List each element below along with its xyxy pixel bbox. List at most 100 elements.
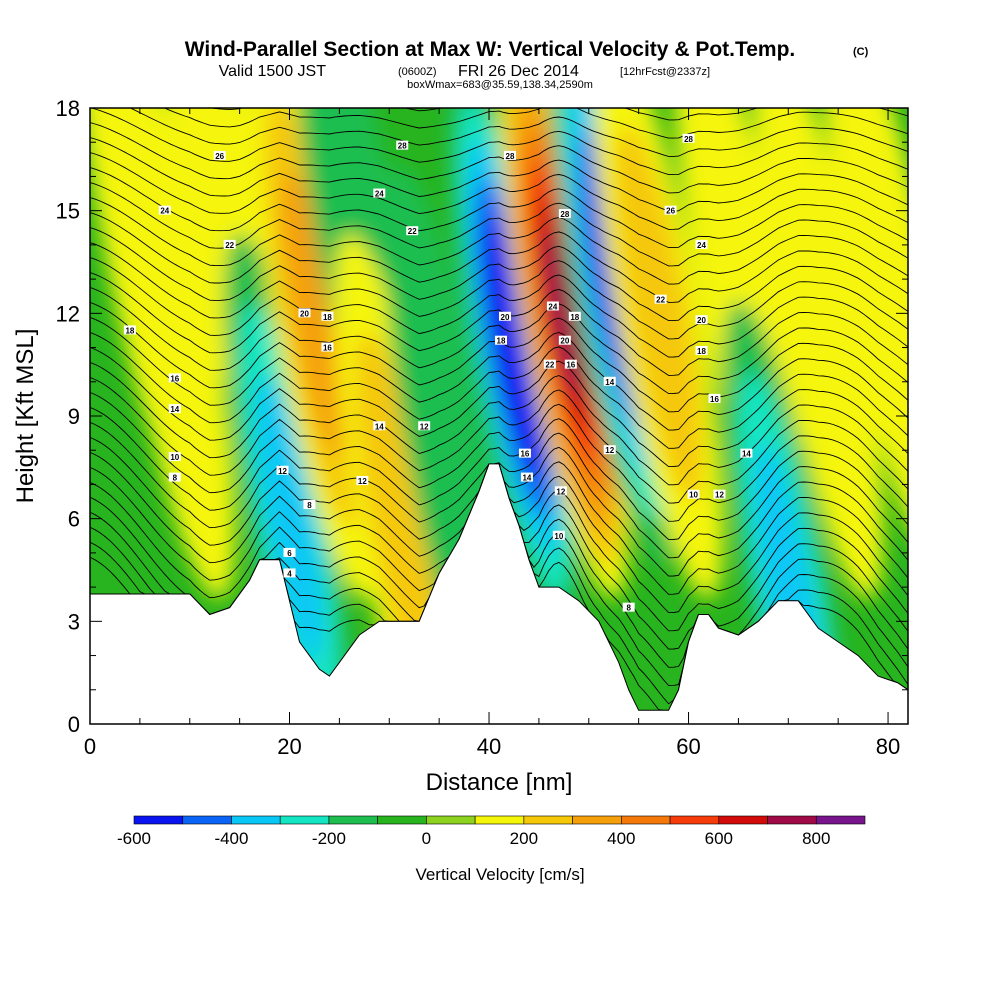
theta-contour (90, 122, 908, 194)
contour-label-bg (158, 205, 171, 215)
contour-label-bg (213, 150, 226, 160)
theta-contour (90, 137, 908, 212)
w-cell (822, 108, 908, 565)
w-cell (753, 108, 884, 600)
contour-label-bg (298, 308, 311, 318)
contour-label: 16 (710, 395, 719, 404)
contour-label: 4 (287, 569, 292, 578)
contour-label: 12 (605, 446, 614, 455)
contour-label: 12 (278, 467, 287, 476)
contour-label-bg (664, 205, 677, 215)
plot-area: 26 24 22 18 16 14 10 8 20 18 16 12 8 6 4 28 24 22 14 12 12 28… (90, 108, 908, 724)
contour-label-bg (168, 373, 181, 383)
contour-label: 8 (307, 501, 312, 510)
contour-label: 18 (570, 313, 579, 322)
theta-contour (90, 257, 908, 358)
y-tick-label: 6 (68, 507, 80, 532)
colorbar-swatch (279, 815, 330, 825)
contour-label-bg (283, 568, 296, 578)
contour-label: 28 (684, 135, 693, 144)
contour-label-bg (321, 311, 334, 321)
contour-label: 24 (548, 302, 557, 311)
contour-label: 24 (697, 241, 706, 250)
x-tick-label: 20 (277, 734, 301, 759)
colorbar-swatch (474, 815, 525, 825)
valid-date: FRI 26 Dec 2014 (458, 63, 579, 80)
w-cell (90, 108, 206, 497)
y-axis-label: Height [Kft MSL] (12, 329, 39, 504)
theta-contour (90, 152, 908, 230)
contour-label: 18 (323, 313, 332, 322)
contour-label-bg (223, 239, 236, 249)
contour-label: 22 (225, 241, 234, 250)
y-tick-label: 9 (68, 404, 80, 429)
colorbar-swatch (231, 815, 281, 825)
contour-label: 8 (626, 604, 631, 613)
box-info: boxWmax=683@35.59,138.34,2590m (407, 79, 593, 91)
colorbar-swatch (182, 815, 232, 825)
contour-label: 10 (170, 453, 179, 462)
contour-label: 10 (689, 491, 698, 500)
colorbar-swatch (572, 815, 622, 825)
contour-label-bg (695, 345, 708, 355)
axes: 0 20 40 60 80 0 3 6 9 12 15 18 (56, 96, 908, 759)
contour-label-bg (168, 452, 181, 462)
contour-label: 12 (556, 487, 565, 496)
theta-contour (90, 272, 908, 376)
colorbar-tick-label: -200 (312, 829, 346, 848)
colorbar-swatch (377, 815, 427, 825)
contour-label: 14 (605, 378, 614, 387)
contour-label-bg (418, 421, 431, 431)
contour-label: 24 (160, 207, 169, 216)
theta-contour (90, 421, 908, 559)
contour-label: 26 (215, 152, 224, 161)
contour-label: 28 (506, 152, 515, 161)
w-cell (255, 375, 324, 663)
theta-contour (90, 212, 908, 303)
colorbar-tick-label: -600 (117, 829, 151, 848)
forecast-info: [12hrFcst@2337z] (620, 66, 710, 78)
colorbar-swatch (133, 815, 184, 825)
theta-contour (129, 108, 908, 157)
w-cell (615, 126, 703, 501)
contour-label: 24 (375, 190, 384, 199)
y-tick-label: 3 (68, 609, 80, 634)
contour-label-bg (321, 342, 334, 352)
x-tick-label: 40 (477, 734, 501, 759)
theta-contour (90, 286, 908, 395)
contour-label: 20 (300, 309, 309, 318)
colorbar-tick-label: 0 (422, 829, 431, 848)
contour-label-bg (276, 465, 289, 475)
valid-utc: (0600Z) (398, 66, 437, 78)
contour-label: 22 (545, 361, 554, 370)
contour-label-bg (303, 499, 316, 509)
contour-label-bg (168, 472, 181, 482)
y-tick-label: 0 (68, 712, 80, 737)
theta-contour (90, 227, 908, 322)
contour-label: 20 (697, 316, 706, 325)
theta-contour (163, 108, 908, 139)
contour-label-bg (695, 239, 708, 249)
contour-label-bg (503, 150, 516, 160)
contour-label: 10 (554, 532, 563, 541)
contour-label-bg (552, 530, 565, 540)
contour-label: 14 (522, 474, 531, 483)
contour-label-bg (546, 301, 559, 311)
contour-label: 22 (656, 296, 665, 305)
contour-label-bg (568, 311, 581, 321)
contour-label-bg (558, 335, 571, 345)
colorbar-swatch (426, 815, 476, 825)
contour-label: 14 (170, 405, 179, 414)
contour-label-bg (283, 547, 296, 557)
contour-label: 12 (420, 422, 429, 431)
w-cell (280, 169, 349, 457)
theta-contour (90, 331, 908, 449)
y-tick-label: 18 (56, 96, 80, 121)
contour-label-bg (520, 472, 533, 482)
colorbar-swatch (767, 815, 817, 825)
colorbar-tick-label: 800 (802, 829, 830, 848)
theta-contour (90, 391, 908, 522)
contour-label-bg (687, 489, 700, 499)
terrain (90, 463, 908, 724)
